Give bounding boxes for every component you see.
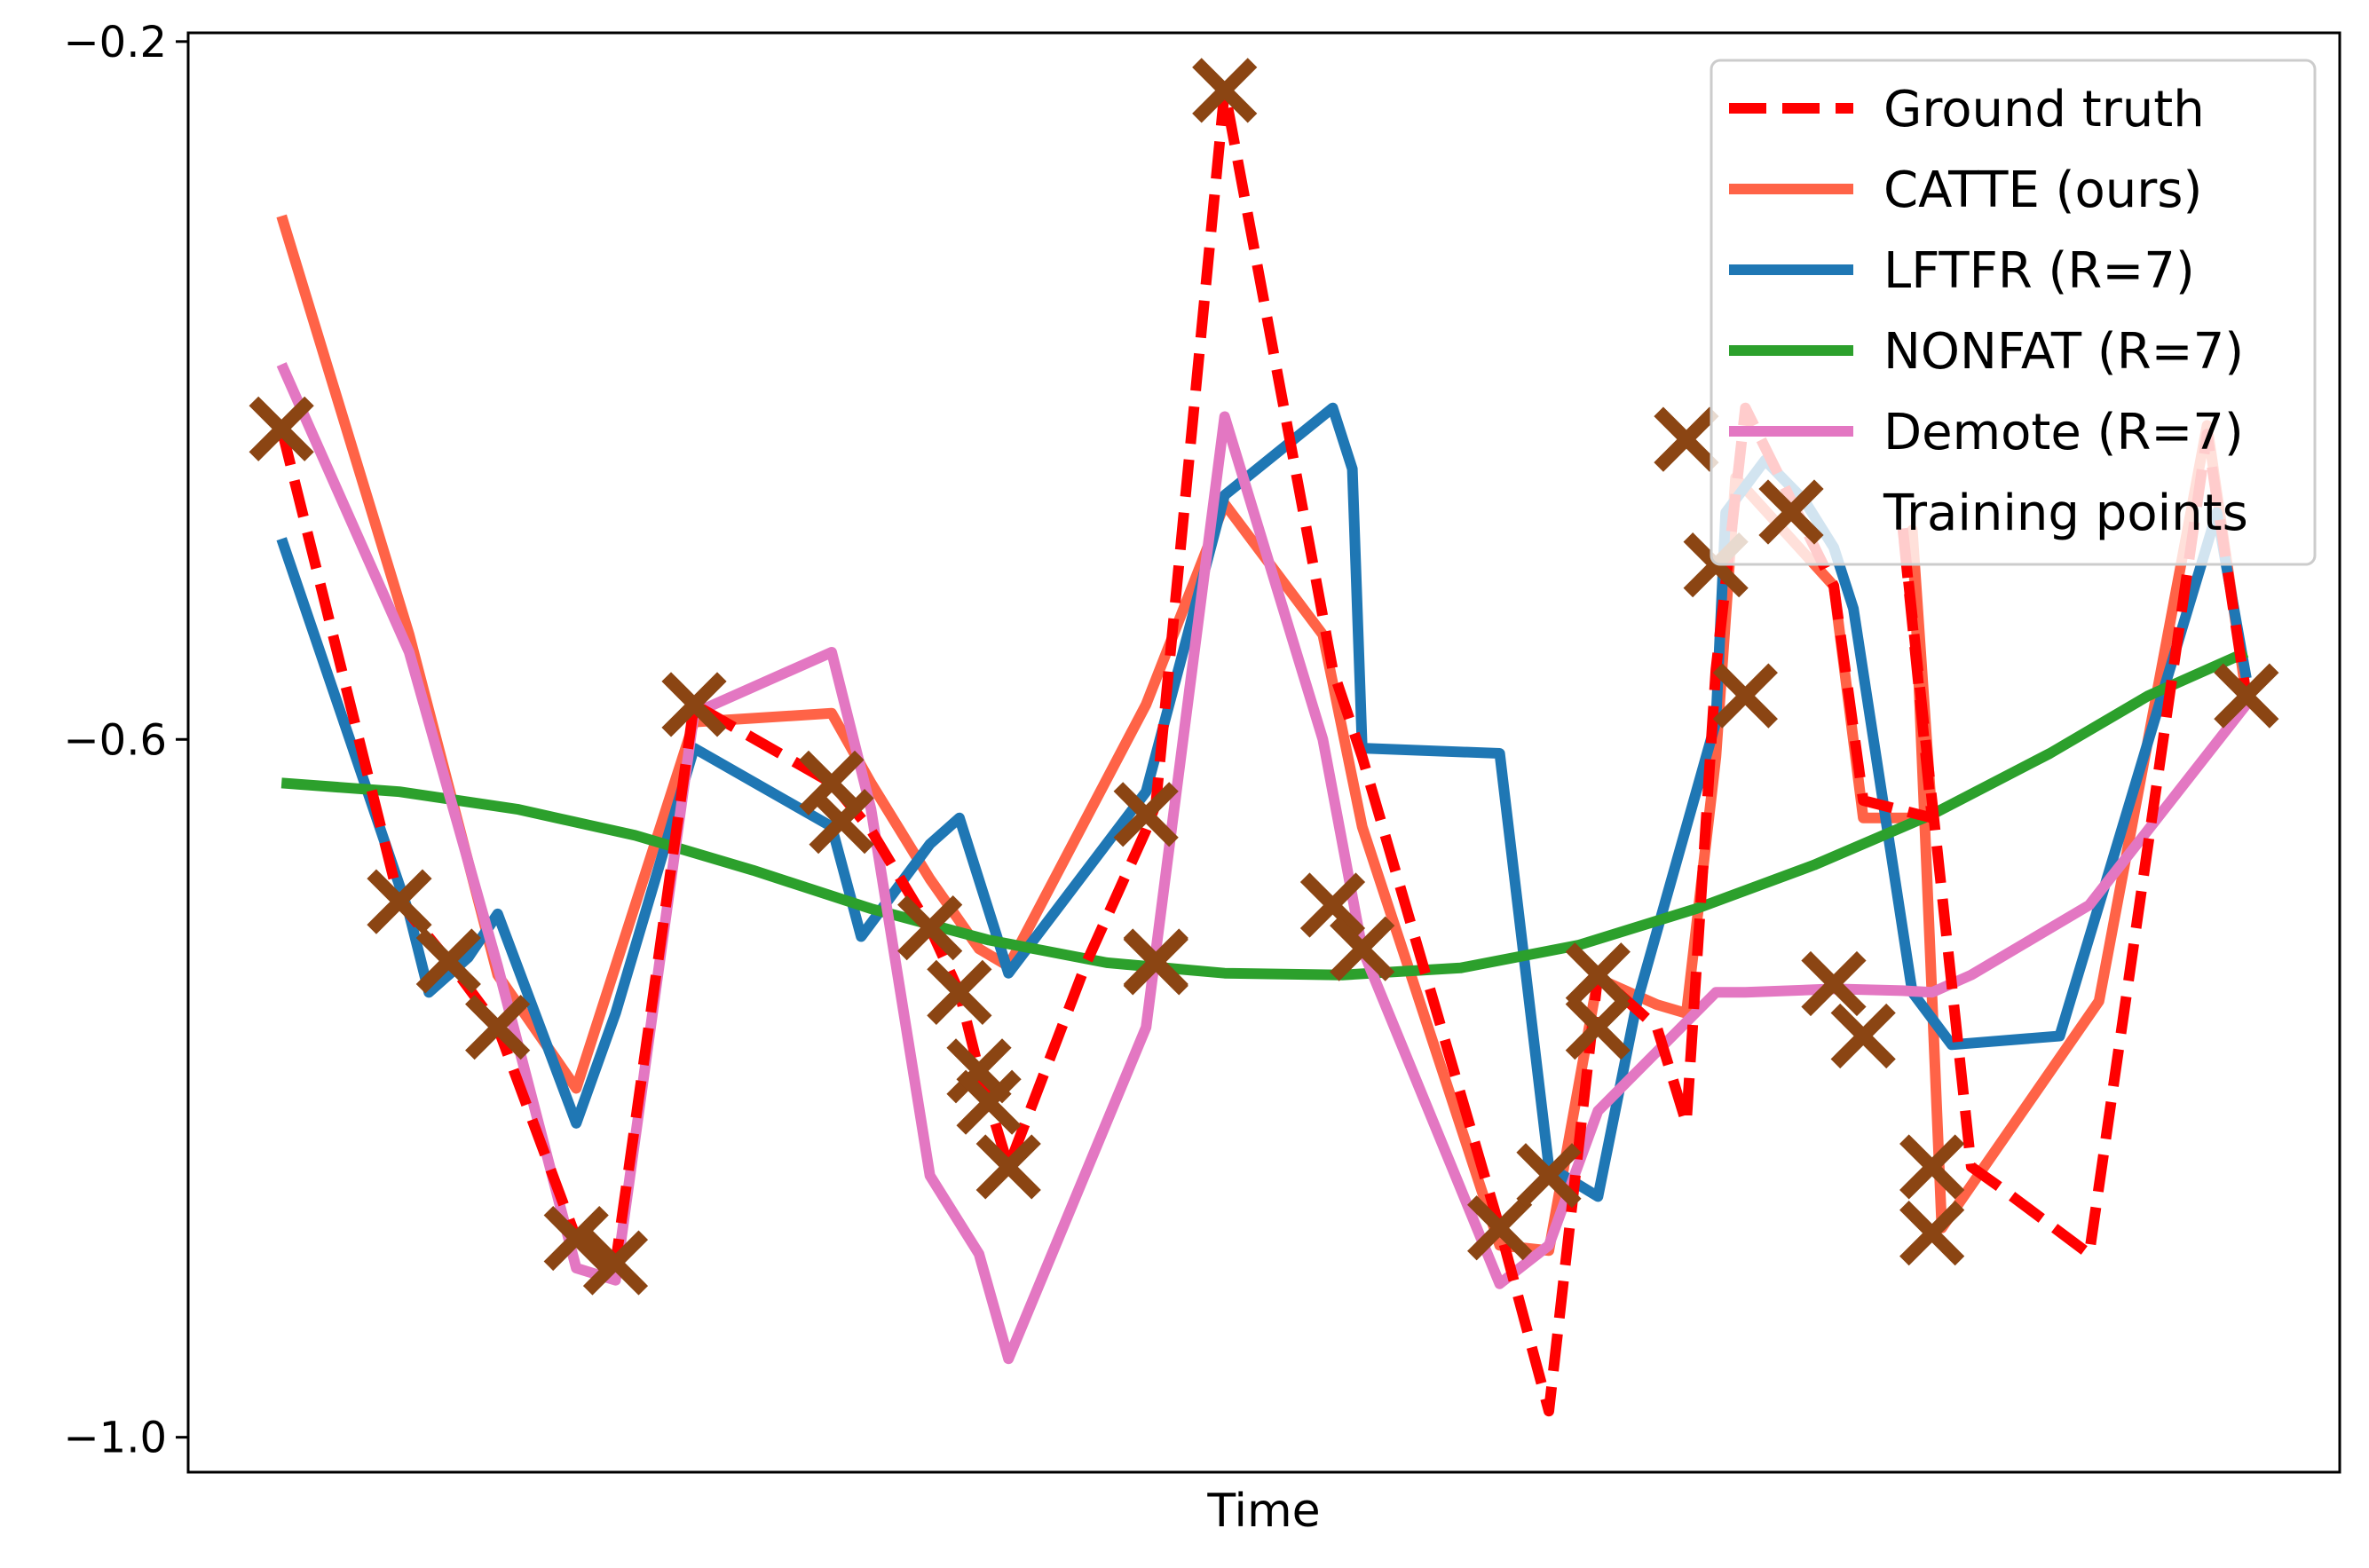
plot-frame	[186, 31, 2341, 1474]
training-point	[1654, 406, 1719, 472]
y-tick-label: −0.2	[63, 18, 167, 67]
training-point-marker	[1299, 872, 1366, 938]
training-point-marker	[465, 995, 531, 1060]
y-tick-label: −1.0	[63, 1414, 167, 1463]
legend-label: CATTE (ours)	[1883, 162, 2202, 219]
training-point	[1299, 872, 1366, 938]
series-layer	[276, 84, 2252, 1417]
training-point-marker	[415, 928, 481, 994]
training-point-marker	[1565, 942, 1631, 1008]
training-point	[1123, 930, 1188, 996]
x-axis-label: Time	[1206, 1485, 1320, 1538]
training-point-marker	[956, 1069, 1022, 1135]
legend-item-ground-truth: Ground truth	[1729, 81, 2205, 138]
training-point-marker	[1712, 663, 1778, 729]
training-point-marker	[661, 672, 727, 737]
training-point	[249, 396, 314, 461]
training-point-marker	[582, 1230, 649, 1296]
training-point-marker	[367, 869, 432, 934]
training-point-marker	[1192, 58, 1258, 123]
legend-item-nonfat-r-7: NONFAT (R=7)	[1729, 323, 2244, 381]
training-point	[543, 1205, 609, 1272]
training-point	[1712, 663, 1778, 729]
y-axis: −1.0 −0.6 −0.2	[63, 18, 188, 1463]
series-line-nonfat-r-7	[280, 647, 2249, 981]
y-tick-label: −0.6	[63, 715, 167, 765]
training-point-marker	[1830, 1003, 1896, 1069]
training-point	[927, 959, 992, 1025]
series-line-lftfr-r-7	[276, 402, 2252, 1202]
training-point	[956, 1069, 1022, 1135]
training-point	[2214, 663, 2279, 729]
series-line-demote-r-7	[276, 362, 2251, 1365]
training-point-marker	[927, 959, 992, 1025]
training-point-marker	[1467, 1195, 1533, 1261]
training-point	[897, 894, 963, 961]
legend-label: Demote (R=7)	[1883, 404, 2244, 461]
legend-label: LFTFR (R=7)	[1883, 242, 2195, 300]
training-point-marker	[1899, 1201, 1965, 1266]
training-point	[661, 672, 727, 737]
training-point-marker	[249, 396, 314, 461]
training-point-marker	[1123, 930, 1188, 996]
training-point-marker	[2214, 663, 2279, 729]
training-point	[1565, 942, 1631, 1008]
training-point-marker	[1516, 1143, 1582, 1209]
training-point	[809, 789, 874, 855]
training-point	[1801, 950, 1867, 1017]
legend-label: NONFAT (R=7)	[1883, 323, 2244, 381]
training-point	[1516, 1143, 1582, 1209]
legend-item-lftfr-r-7: LFTFR (R=7)	[1729, 242, 2195, 300]
training-point-marker	[1330, 916, 1395, 981]
training-point	[367, 869, 432, 934]
legend-label: Ground truth	[1883, 81, 2205, 138]
training-point	[1467, 1195, 1533, 1261]
training-point-marker	[1899, 1134, 1965, 1200]
training-point	[582, 1230, 649, 1296]
training-point	[465, 995, 531, 1060]
legend-swatch	[1758, 479, 1824, 545]
training-point-marker	[1565, 995, 1631, 1060]
training-point-marker	[975, 1134, 1041, 1200]
training-point-marker	[1113, 782, 1179, 847]
training-point-marker	[1801, 950, 1867, 1017]
legend: Ground truth CATTE (ours) LFTFR (R=7) NONFA…	[1710, 59, 2317, 566]
training-point-marker	[543, 1205, 609, 1272]
legend-label: Training points	[1883, 485, 2248, 542]
training-point	[1830, 1003, 1896, 1069]
training-point	[1113, 782, 1179, 847]
training-point-marker	[897, 894, 963, 961]
training-point-marker	[1654, 406, 1719, 472]
training-point	[1899, 1134, 1965, 1200]
training-point	[975, 1134, 1041, 1200]
legend-item-training-points: Training points	[1758, 479, 2248, 545]
training-point	[1192, 58, 1258, 123]
legend-item-catte-ours: CATTE (ours)	[1729, 162, 2202, 219]
series-line-ground-truth	[276, 84, 2252, 1417]
training-point-marker	[809, 789, 874, 855]
training-point	[415, 928, 481, 994]
legend-item-demote-r-7: Demote (R=7)	[1729, 404, 2244, 461]
legend-box	[1710, 59, 2317, 566]
training-point	[1330, 916, 1395, 981]
training-point	[1899, 1201, 1965, 1266]
training-points-layer	[249, 58, 2279, 1296]
training-point	[1565, 995, 1631, 1060]
